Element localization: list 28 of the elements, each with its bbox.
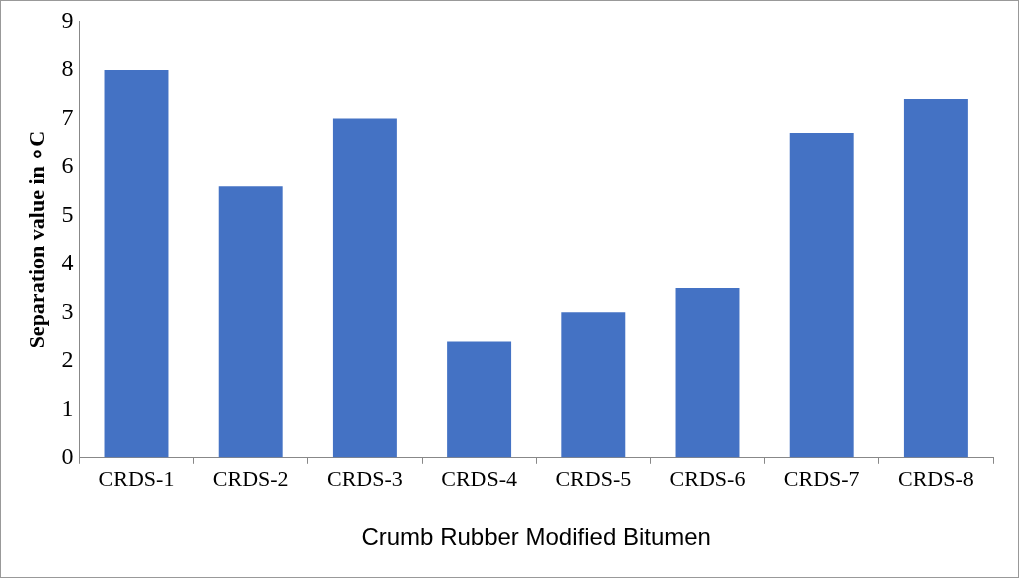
bar xyxy=(561,312,626,458)
bar xyxy=(675,288,740,458)
x-tick-label: CRDS-3 xyxy=(327,465,403,491)
y-tick-label: 1 xyxy=(61,394,74,421)
y-tick-label: 7 xyxy=(61,103,74,130)
bar xyxy=(903,98,968,458)
y-tick-label: 3 xyxy=(61,297,74,324)
y-tick-label: 0 xyxy=(61,443,74,470)
y-tick-label: 2 xyxy=(61,346,74,373)
bar xyxy=(332,118,397,458)
y-tick-label: 8 xyxy=(61,55,74,82)
x-axis-title: Crumb Rubber Modified Bitumen xyxy=(361,523,711,551)
bar xyxy=(104,69,169,458)
y-axis-title: Separation value in ∘C xyxy=(23,130,49,349)
x-tick-label: CRDS-1 xyxy=(98,465,175,491)
y-tick-label: 9 xyxy=(61,6,74,33)
bar xyxy=(447,341,512,458)
x-tick-label: CRDS-4 xyxy=(441,465,517,491)
y-tick-label: 6 xyxy=(61,152,74,179)
x-tick-label: CRDS-8 xyxy=(898,465,974,491)
bar xyxy=(218,186,283,458)
y-tick-label: 4 xyxy=(61,249,74,276)
x-tick-label: CRDS-2 xyxy=(212,465,289,491)
bar xyxy=(789,132,854,458)
y-tick-label: 5 xyxy=(61,200,74,227)
x-tick-label: CRDS-7 xyxy=(783,465,860,491)
x-tick-label: CRDS-6 xyxy=(669,465,746,491)
x-tick-label: CRDS-5 xyxy=(555,465,632,491)
